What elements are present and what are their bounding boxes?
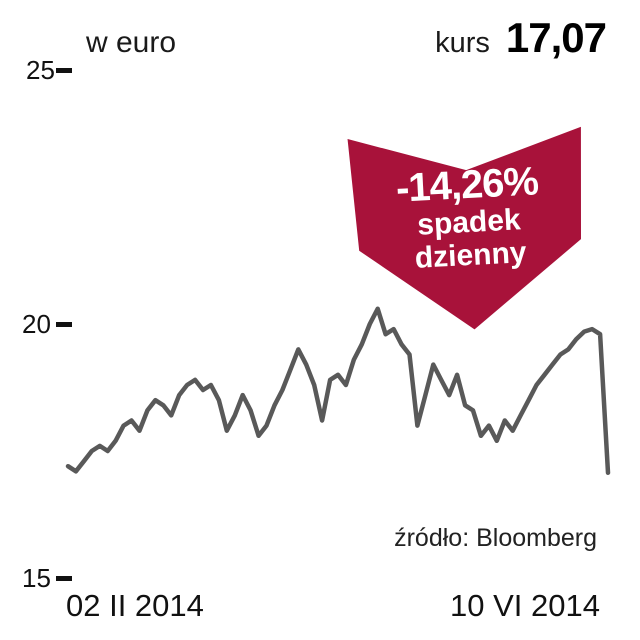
drop-arrow-shape [342,121,585,335]
y-axis-tick-25 [56,68,72,73]
y-axis-tick-20 [56,322,72,327]
price-group: kurs 17,07 [435,14,607,62]
y-axis-label-15: 15 [22,563,51,593]
y-axis-tick-15 [56,576,72,581]
unit-label: w euro [86,26,177,59]
price-line [65,306,611,476]
price-label: kurs [435,27,490,59]
drop-badge-text: -14,26% spadek dzienny [335,157,602,279]
x-axis-label-start: 02 II 2014 [66,588,204,623]
drop-badge: -14,26% spadek dzienny [332,99,606,348]
price-value: 17,07 [505,14,607,61]
source-label: źródło: Bloomberg [394,524,597,552]
y-axis-label-25: 25 [26,55,55,85]
y-axis-label-20: 20 [22,309,51,339]
x-axis-label-end: 10 VI 2014 [450,588,600,623]
